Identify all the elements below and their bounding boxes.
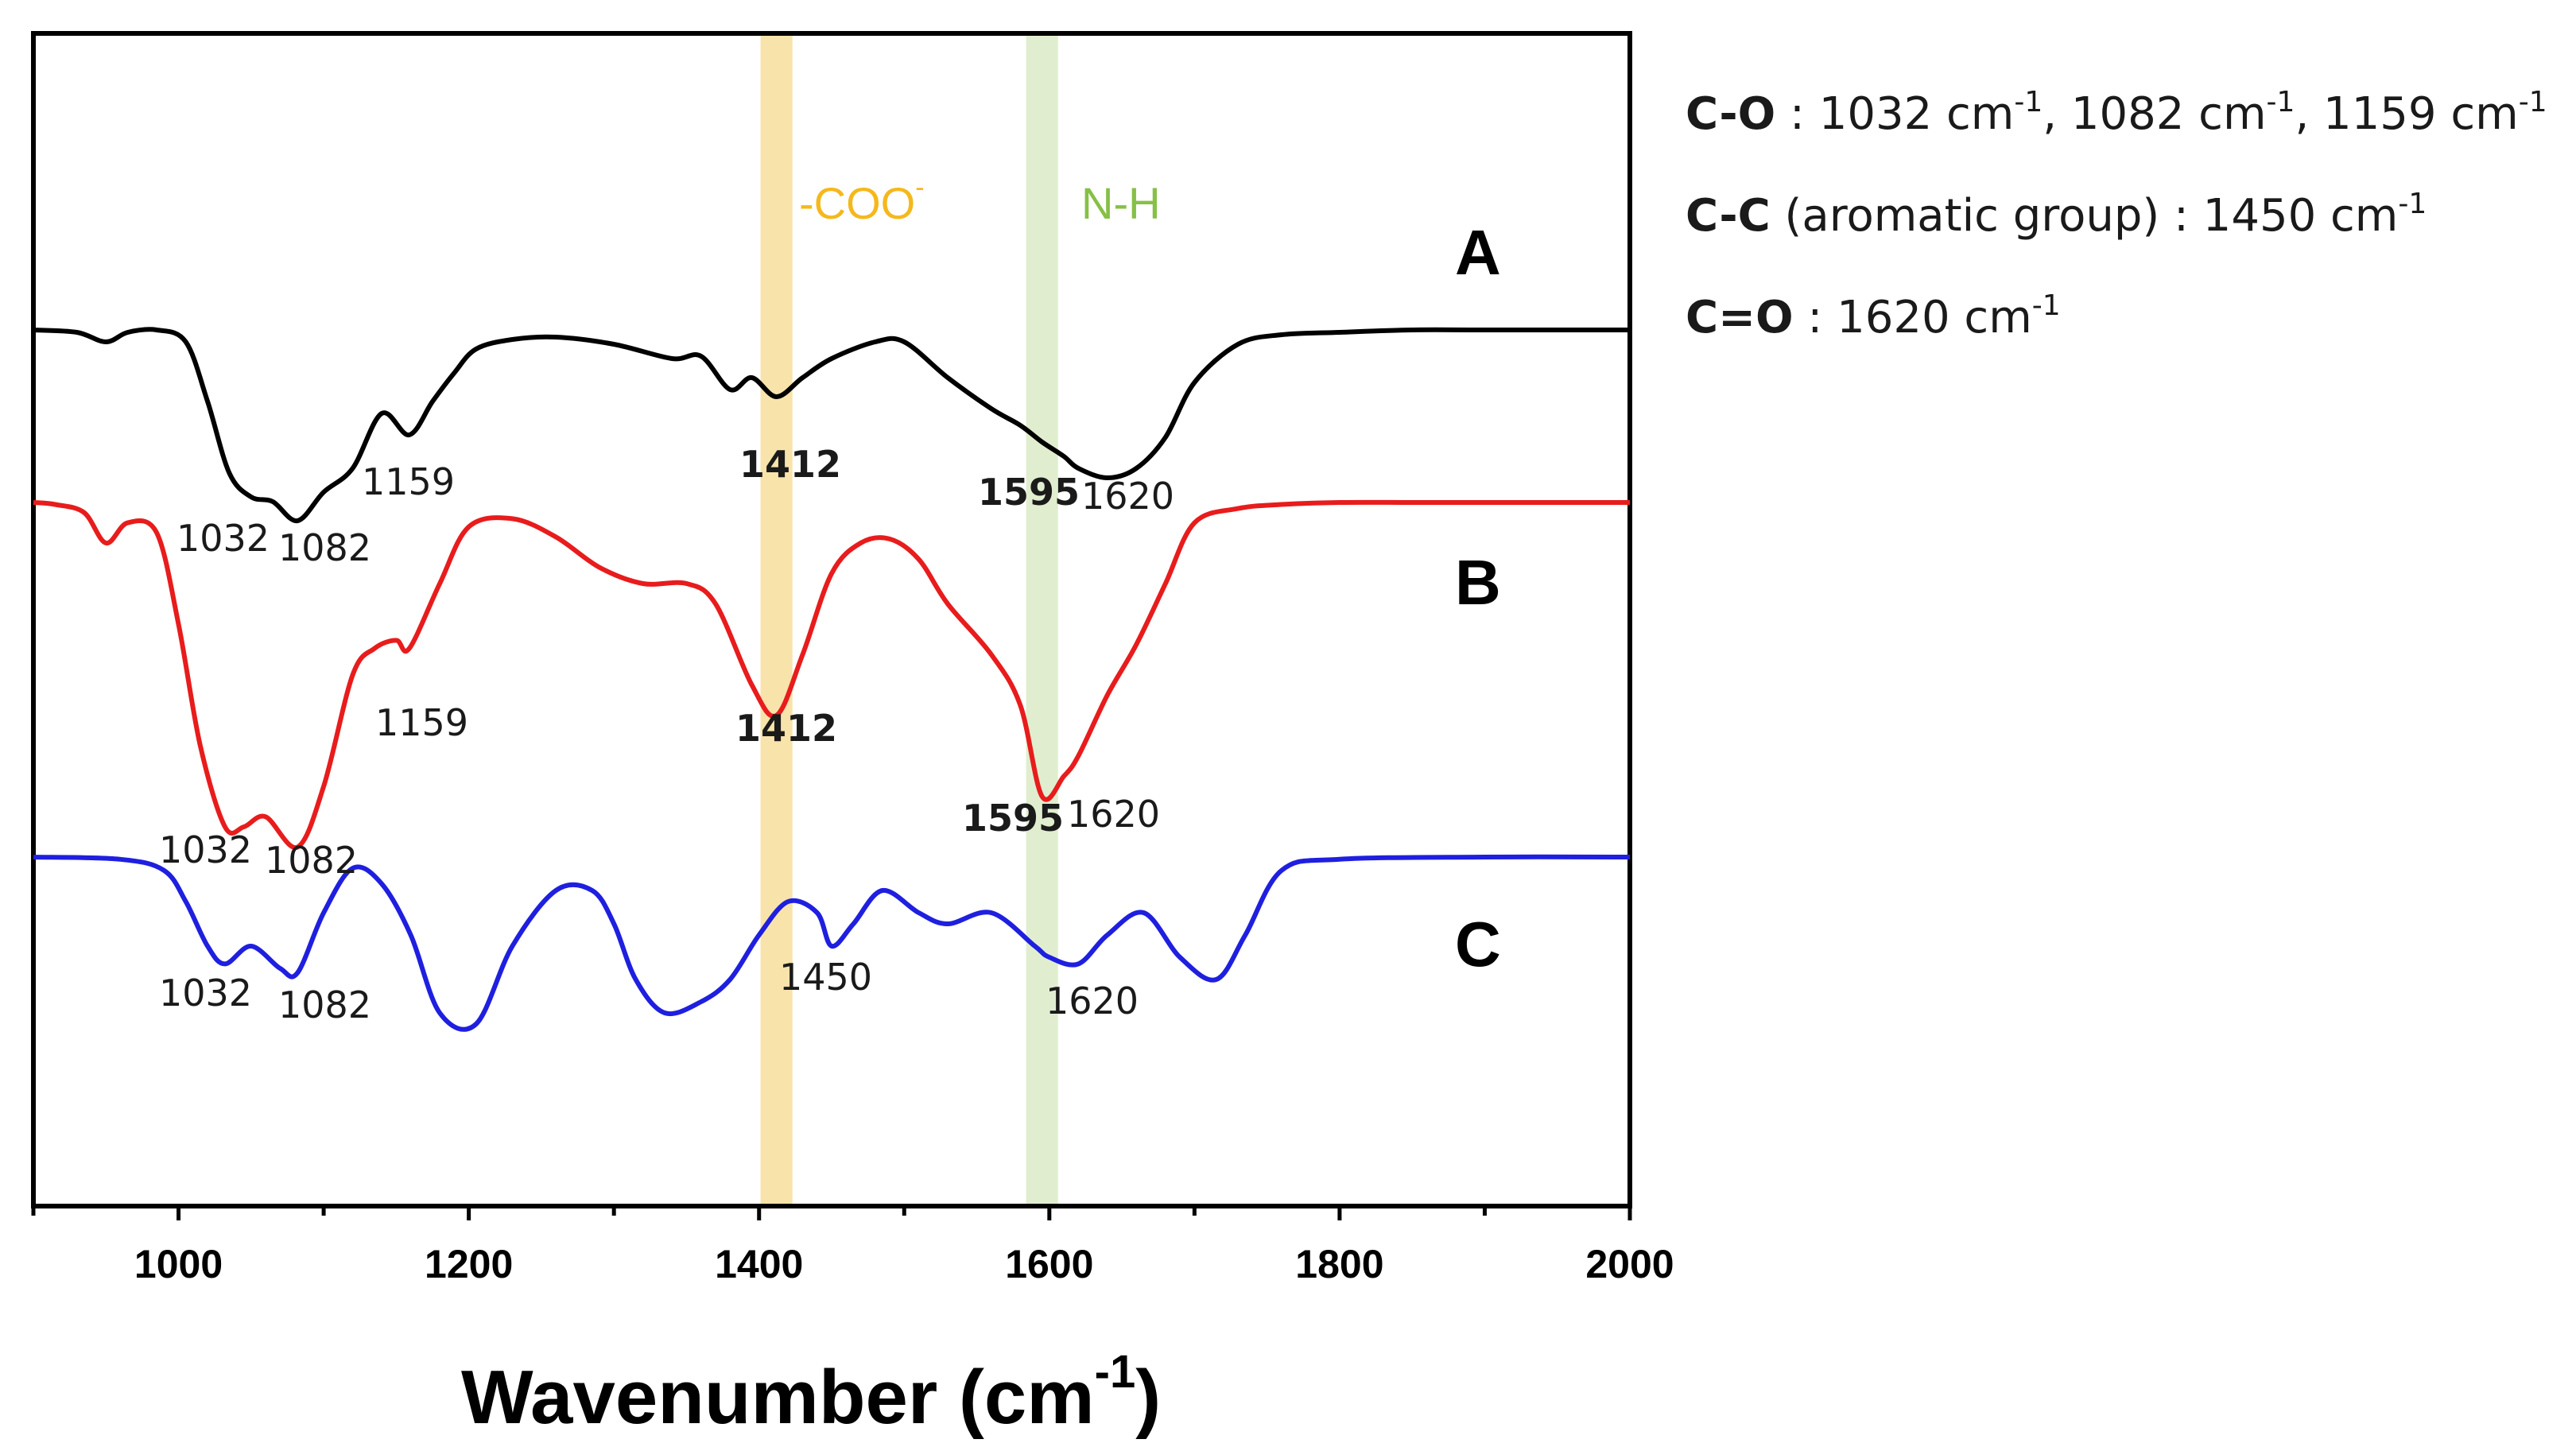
band-label-coo: -COO-	[799, 173, 925, 228]
legend-line-c-double-o: C=O : 1620 cm-1	[1686, 289, 2061, 343]
legend-line-cc: C-C (aromatic group) : 1450 cm-1	[1686, 188, 2427, 242]
x-tick-label-1200: 1200	[425, 1242, 513, 1286]
peak-label-c-1620: 1620	[1046, 980, 1139, 1022]
peak-labels-b: 1032 1082 1159 1412 1595 1620	[159, 701, 1160, 882]
peak-label-b-1159: 1159	[375, 701, 468, 744]
peak-label-b-1032: 1032	[159, 828, 252, 871]
spectra-curves	[33, 327, 1631, 1032]
peak-label-a-1620: 1620	[1081, 475, 1174, 518]
assignment-legend: C-O : 1032 cm-1, 1082 cm-1, 1159 cm-1 C-…	[1686, 86, 2547, 343]
x-tick-label-2000: 2000	[1585, 1242, 1674, 1286]
x-axis-title: Wavenumber (cm-1)	[461, 1346, 1161, 1440]
peak-label-c-1082: 1082	[278, 983, 371, 1026]
peak-label-b-1595: 1595	[962, 797, 1064, 840]
plot-frame	[31, 31, 1632, 1208]
series-line-b	[33, 499, 1630, 850]
peak-label-a-1082: 1082	[278, 526, 371, 569]
peak-labels-a: 1032 1082 1159 1412 1595 1620	[177, 443, 1174, 569]
peak-label-a-1032: 1032	[177, 517, 270, 560]
series-label-b: B	[1455, 547, 1501, 618]
peak-label-b-1082: 1082	[265, 839, 358, 882]
peak-label-b-1412: 1412	[735, 707, 837, 750]
peak-label-a-1412: 1412	[739, 443, 841, 486]
x-tick-label-1600: 1600	[1005, 1242, 1093, 1286]
band-labels: -COO- N-H	[799, 173, 1161, 228]
highlight-bands	[760, 33, 1058, 1206]
x-tick-label-1000: 1000	[134, 1242, 223, 1286]
band-label-nh: N-H	[1081, 178, 1161, 228]
peak-labels-c: 1032 1082 1450 1620	[159, 956, 1139, 1026]
x-tick-label-1800: 1800	[1295, 1242, 1383, 1286]
peak-label-c-1450: 1450	[779, 956, 872, 999]
x-axis-ticks: 1000 1200 1400 1600 1800 2000	[31, 1206, 1674, 1286]
peak-label-c-1032: 1032	[159, 972, 252, 1014]
series-label-a: A	[1455, 217, 1501, 288]
series-line-a	[33, 327, 1630, 523]
band-nh	[1026, 33, 1058, 1206]
band-coo	[760, 33, 793, 1206]
peak-label-b-1620: 1620	[1067, 793, 1160, 836]
series-line-c	[33, 854, 1631, 1032]
series-label-c: C	[1455, 909, 1501, 980]
peak-label-a-1595: 1595	[978, 471, 1080, 514]
x-tick-label-1400: 1400	[715, 1242, 803, 1286]
legend-line-co: C-O : 1032 cm-1, 1082 cm-1, 1159 cm-1	[1686, 86, 2547, 140]
peak-label-a-1159: 1159	[362, 460, 455, 503]
